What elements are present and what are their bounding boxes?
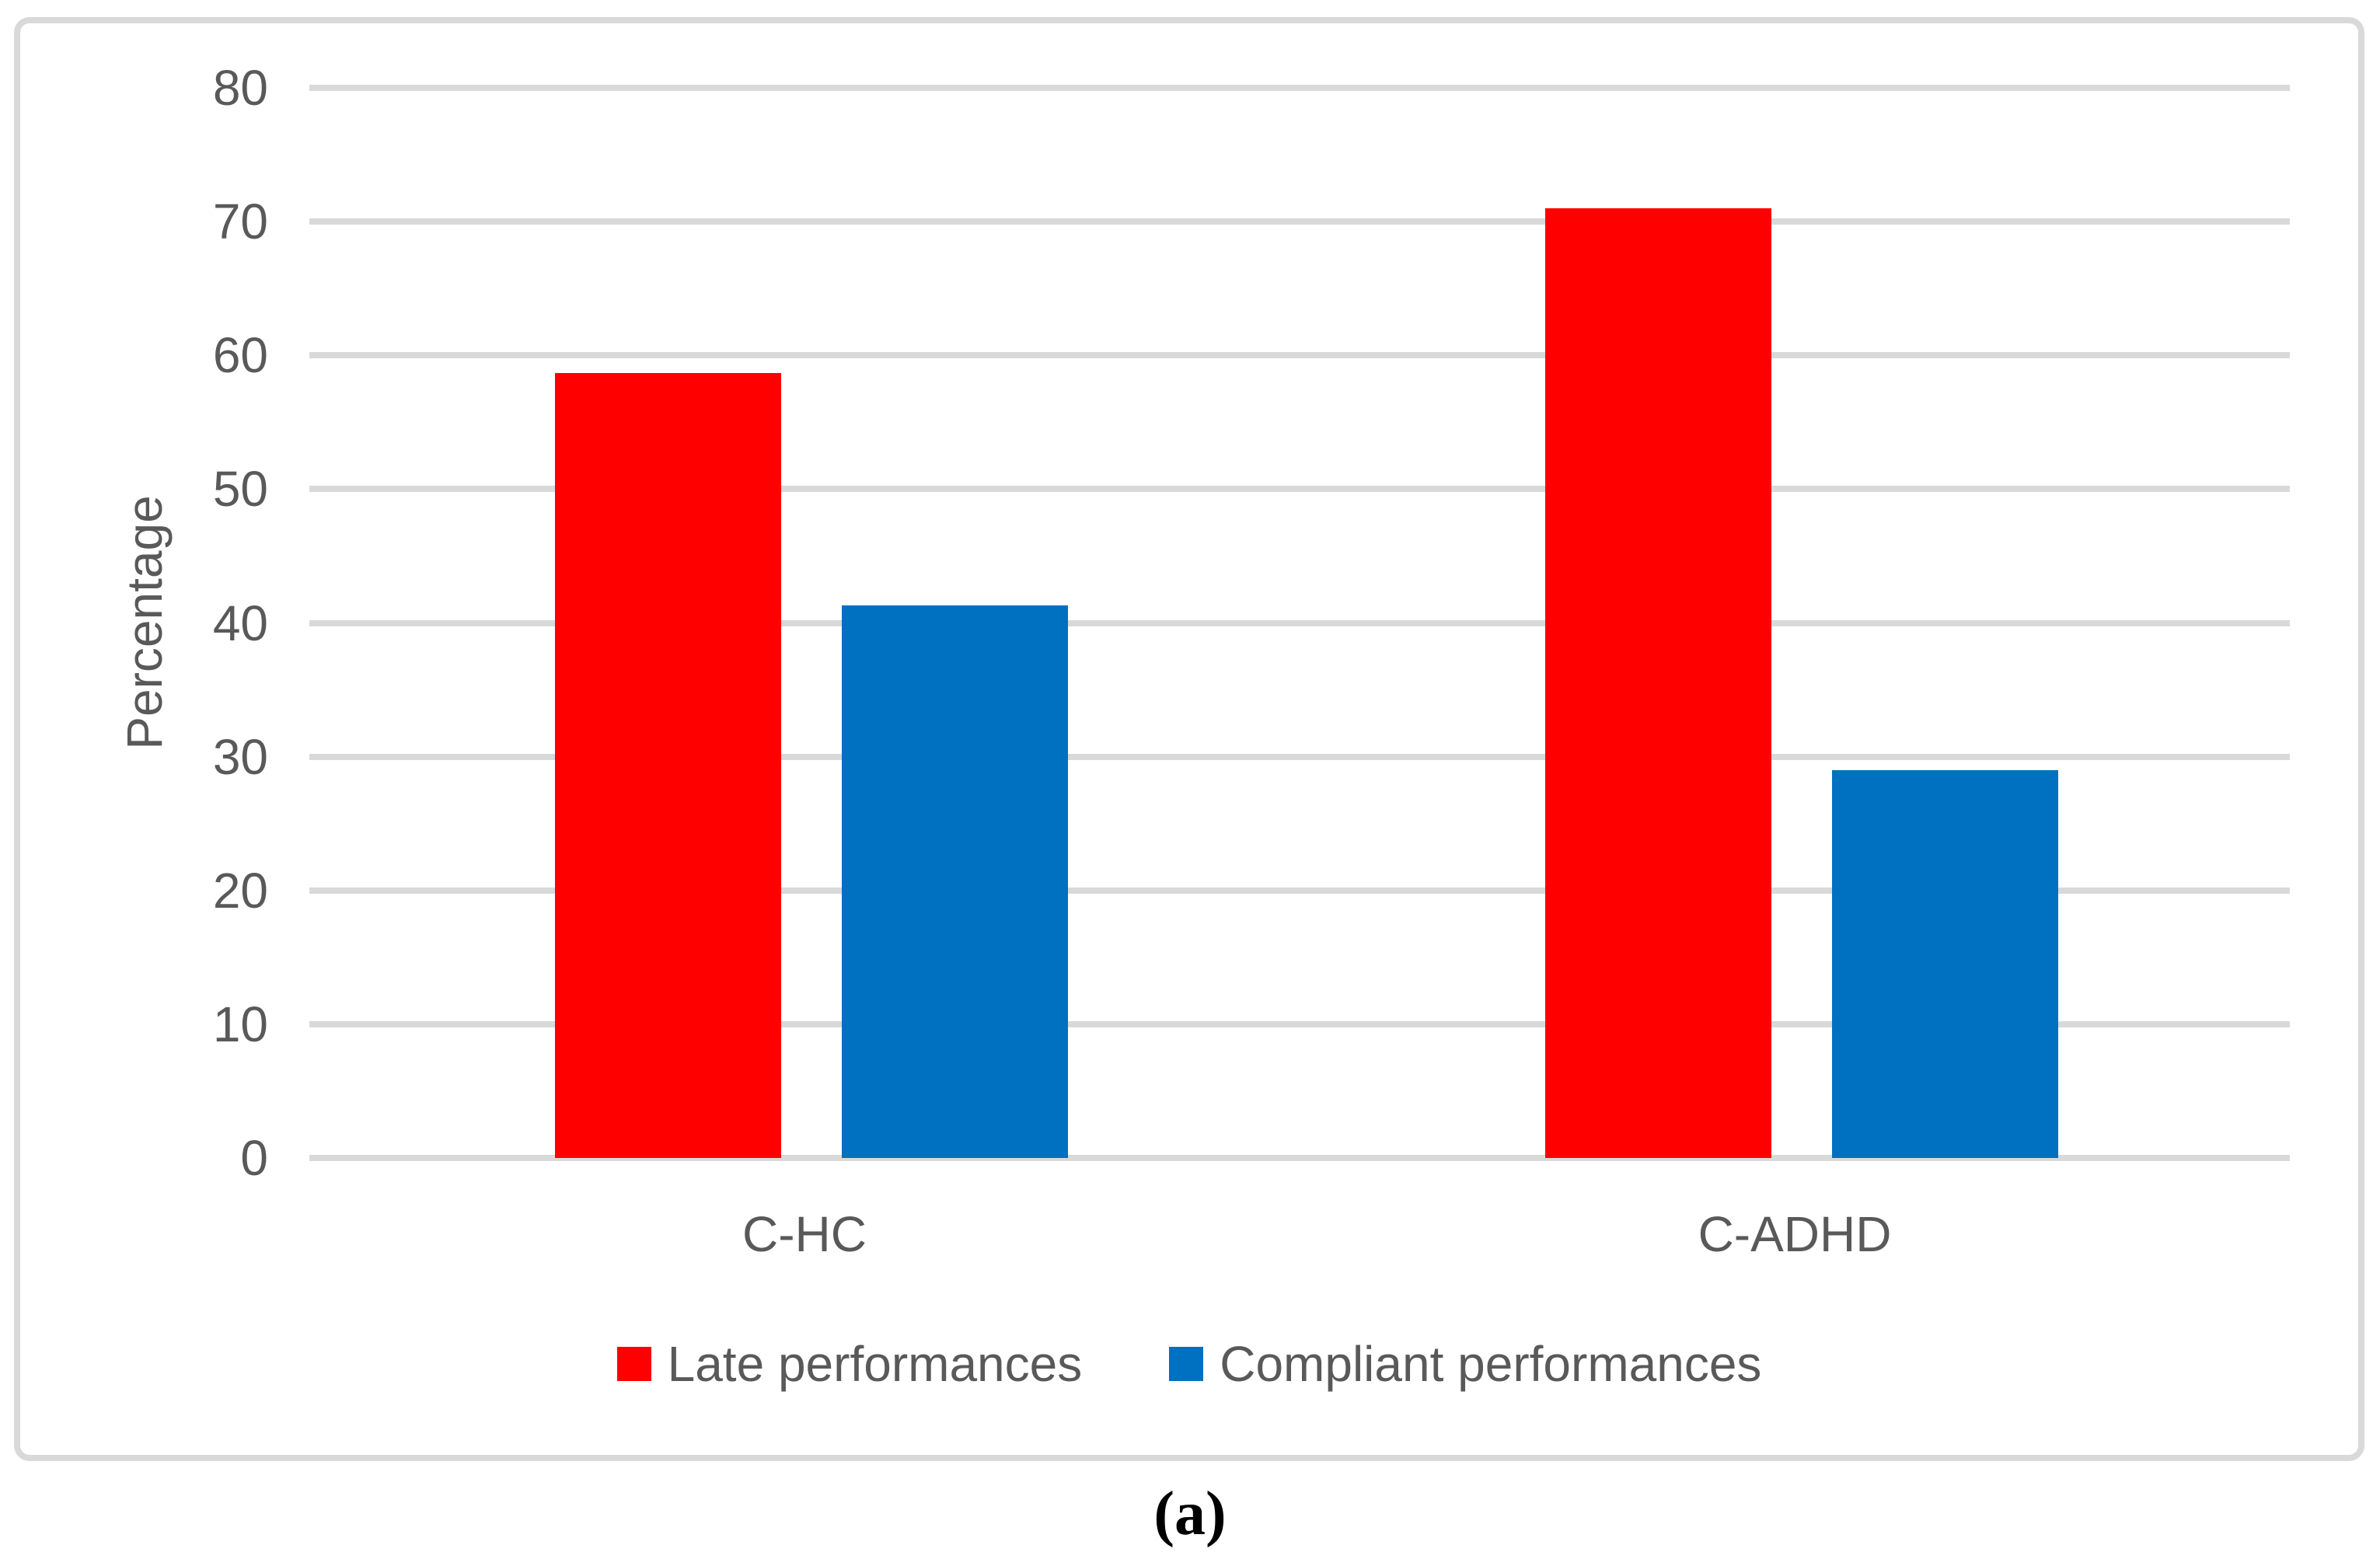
y-axis-tick-labels: 0 10 20 30 40 50 60 70 80 xyxy=(0,63,268,1183)
gridline-30 xyxy=(309,753,2290,760)
legend-label-compliant: Compliant performances xyxy=(1220,1336,1762,1392)
bar-c-hc-compliant xyxy=(842,605,1068,1158)
y-tick-20: 20 xyxy=(212,862,268,919)
gridline-20 xyxy=(309,887,2290,894)
y-tick-70: 70 xyxy=(212,194,268,250)
legend: Late performances Compliant performances xyxy=(14,1339,2364,1389)
y-tick-50: 50 xyxy=(212,461,268,518)
legend-item-compliant: Compliant performances xyxy=(1169,1339,1761,1389)
gridline-10 xyxy=(309,1020,2290,1027)
subfigure-caption: (a) xyxy=(1153,1480,1227,1548)
y-tick-60: 60 xyxy=(212,327,268,384)
gridline-40 xyxy=(309,619,2290,626)
bar-c-adhd-compliant xyxy=(1832,769,2058,1158)
gridline-80 xyxy=(309,85,2290,91)
legend-label-late: Late performances xyxy=(667,1336,1083,1392)
y-tick-80: 80 xyxy=(212,60,268,116)
gridline-50 xyxy=(309,486,2290,493)
gridline-60 xyxy=(309,352,2290,359)
plot-area xyxy=(309,85,2290,1161)
category-group-c-hc xyxy=(309,88,1300,1158)
y-tick-40: 40 xyxy=(212,595,268,651)
bar-c-adhd-late xyxy=(1545,208,1771,1158)
legend-swatch-red-icon xyxy=(616,1347,651,1381)
chart-border-frame xyxy=(14,17,2364,1461)
y-tick-0: 0 xyxy=(240,1130,268,1186)
bar-c-hc-late xyxy=(555,372,781,1158)
y-tick-30: 30 xyxy=(212,728,268,785)
x-category-label-chc: C-HC xyxy=(742,1206,867,1262)
y-tick-10: 10 xyxy=(212,996,268,1052)
gridline-0 xyxy=(309,1155,2290,1161)
legend-item-late: Late performances xyxy=(616,1336,1083,1392)
category-group-c-adhd xyxy=(1300,88,2290,1158)
legend-swatch-blue-icon xyxy=(1169,1347,1204,1381)
x-category-label-cadhd: C-ADHD xyxy=(1698,1206,1892,1262)
gridline-70 xyxy=(309,218,2290,225)
